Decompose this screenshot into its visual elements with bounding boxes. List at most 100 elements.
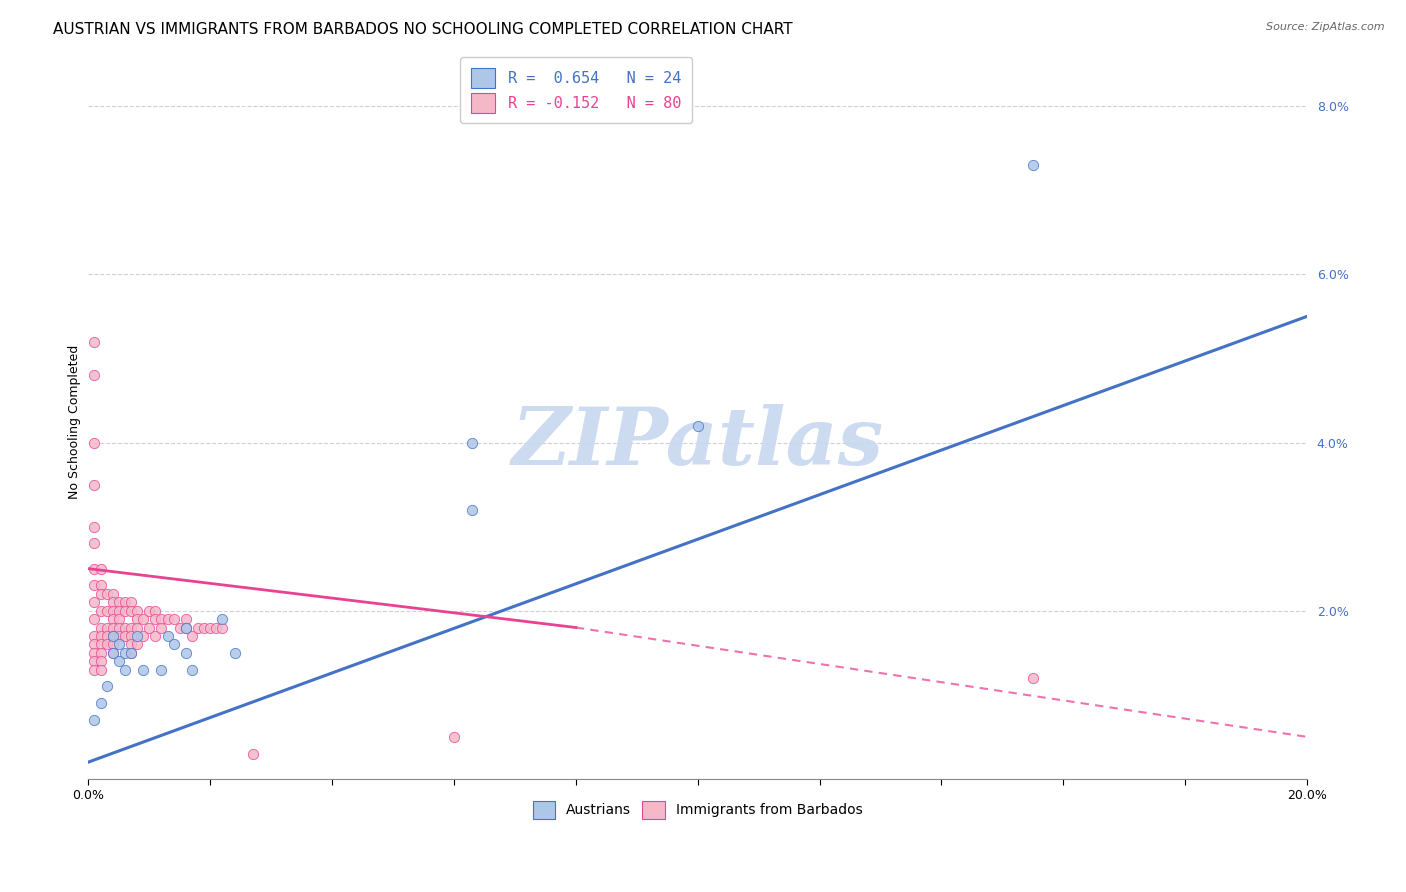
Point xyxy=(83,612,105,626)
Point xyxy=(120,595,142,609)
Point xyxy=(120,604,142,618)
Point xyxy=(461,435,484,450)
Point xyxy=(187,621,209,635)
Point xyxy=(108,612,131,626)
Point xyxy=(101,629,124,643)
Point xyxy=(163,637,186,651)
Legend: Austrians, Immigrants from Barbados: Austrians, Immigrants from Barbados xyxy=(526,794,869,826)
Point xyxy=(114,629,136,643)
Point xyxy=(138,604,160,618)
Point xyxy=(132,629,155,643)
Point xyxy=(1022,158,1045,172)
Point xyxy=(127,621,149,635)
Text: Source: ZipAtlas.com: Source: ZipAtlas.com xyxy=(1267,22,1385,32)
Point xyxy=(145,612,167,626)
Point xyxy=(211,612,233,626)
Point xyxy=(96,604,118,618)
Point xyxy=(101,612,124,626)
Point xyxy=(145,629,167,643)
Point xyxy=(120,629,142,643)
Point xyxy=(96,587,118,601)
Point xyxy=(156,629,179,643)
Point xyxy=(156,612,179,626)
Point xyxy=(90,654,112,668)
Point xyxy=(120,637,142,651)
Text: AUSTRIAN VS IMMIGRANTS FROM BARBADOS NO SCHOOLING COMPLETED CORRELATION CHART: AUSTRIAN VS IMMIGRANTS FROM BARBADOS NO … xyxy=(53,22,793,37)
Point xyxy=(90,578,112,592)
Point xyxy=(83,637,105,651)
Point xyxy=(242,747,264,761)
Point xyxy=(108,637,131,651)
Point xyxy=(174,612,197,626)
Point xyxy=(96,629,118,643)
Point xyxy=(108,621,131,635)
Point xyxy=(145,604,167,618)
Point xyxy=(101,637,124,651)
Point xyxy=(686,418,709,433)
Point xyxy=(114,663,136,677)
Point xyxy=(114,604,136,618)
Point xyxy=(83,713,105,727)
Point xyxy=(90,587,112,601)
Point xyxy=(443,730,465,744)
Point xyxy=(101,604,124,618)
Point xyxy=(108,629,131,643)
Point xyxy=(163,612,186,626)
Point xyxy=(150,663,173,677)
Point xyxy=(101,587,124,601)
Point xyxy=(127,604,149,618)
Y-axis label: No Schooling Completed: No Schooling Completed xyxy=(69,344,82,499)
Point xyxy=(101,629,124,643)
Point xyxy=(120,646,142,660)
Point xyxy=(132,612,155,626)
Point xyxy=(90,637,112,651)
Point xyxy=(174,621,197,635)
Point xyxy=(461,503,484,517)
Point xyxy=(181,629,204,643)
Point xyxy=(83,646,105,660)
Point xyxy=(108,595,131,609)
Point xyxy=(90,629,112,643)
Point xyxy=(108,604,131,618)
Point xyxy=(114,621,136,635)
Point xyxy=(150,621,173,635)
Point xyxy=(205,621,228,635)
Point xyxy=(181,663,204,677)
Point xyxy=(174,621,197,635)
Point xyxy=(120,646,142,660)
Point xyxy=(83,536,105,550)
Point xyxy=(83,435,105,450)
Point xyxy=(83,663,105,677)
Point xyxy=(114,646,136,660)
Point xyxy=(90,696,112,710)
Point xyxy=(120,621,142,635)
Point xyxy=(211,621,233,635)
Point xyxy=(1022,671,1045,685)
Point xyxy=(83,562,105,576)
Point xyxy=(96,637,118,651)
Point xyxy=(108,654,131,668)
Point xyxy=(127,637,149,651)
Point xyxy=(224,646,246,660)
Point xyxy=(90,621,112,635)
Point xyxy=(96,680,118,694)
Point xyxy=(169,621,191,635)
Text: ZIPatlas: ZIPatlas xyxy=(512,404,884,482)
Point xyxy=(90,604,112,618)
Point xyxy=(101,646,124,660)
Point xyxy=(101,621,124,635)
Point xyxy=(83,368,105,383)
Point xyxy=(101,595,124,609)
Point xyxy=(200,621,222,635)
Point xyxy=(83,477,105,491)
Point xyxy=(83,629,105,643)
Point xyxy=(90,562,112,576)
Point xyxy=(138,621,160,635)
Point xyxy=(193,621,215,635)
Point xyxy=(127,629,149,643)
Point xyxy=(83,595,105,609)
Point xyxy=(90,663,112,677)
Point xyxy=(83,334,105,349)
Point xyxy=(90,646,112,660)
Point xyxy=(132,663,155,677)
